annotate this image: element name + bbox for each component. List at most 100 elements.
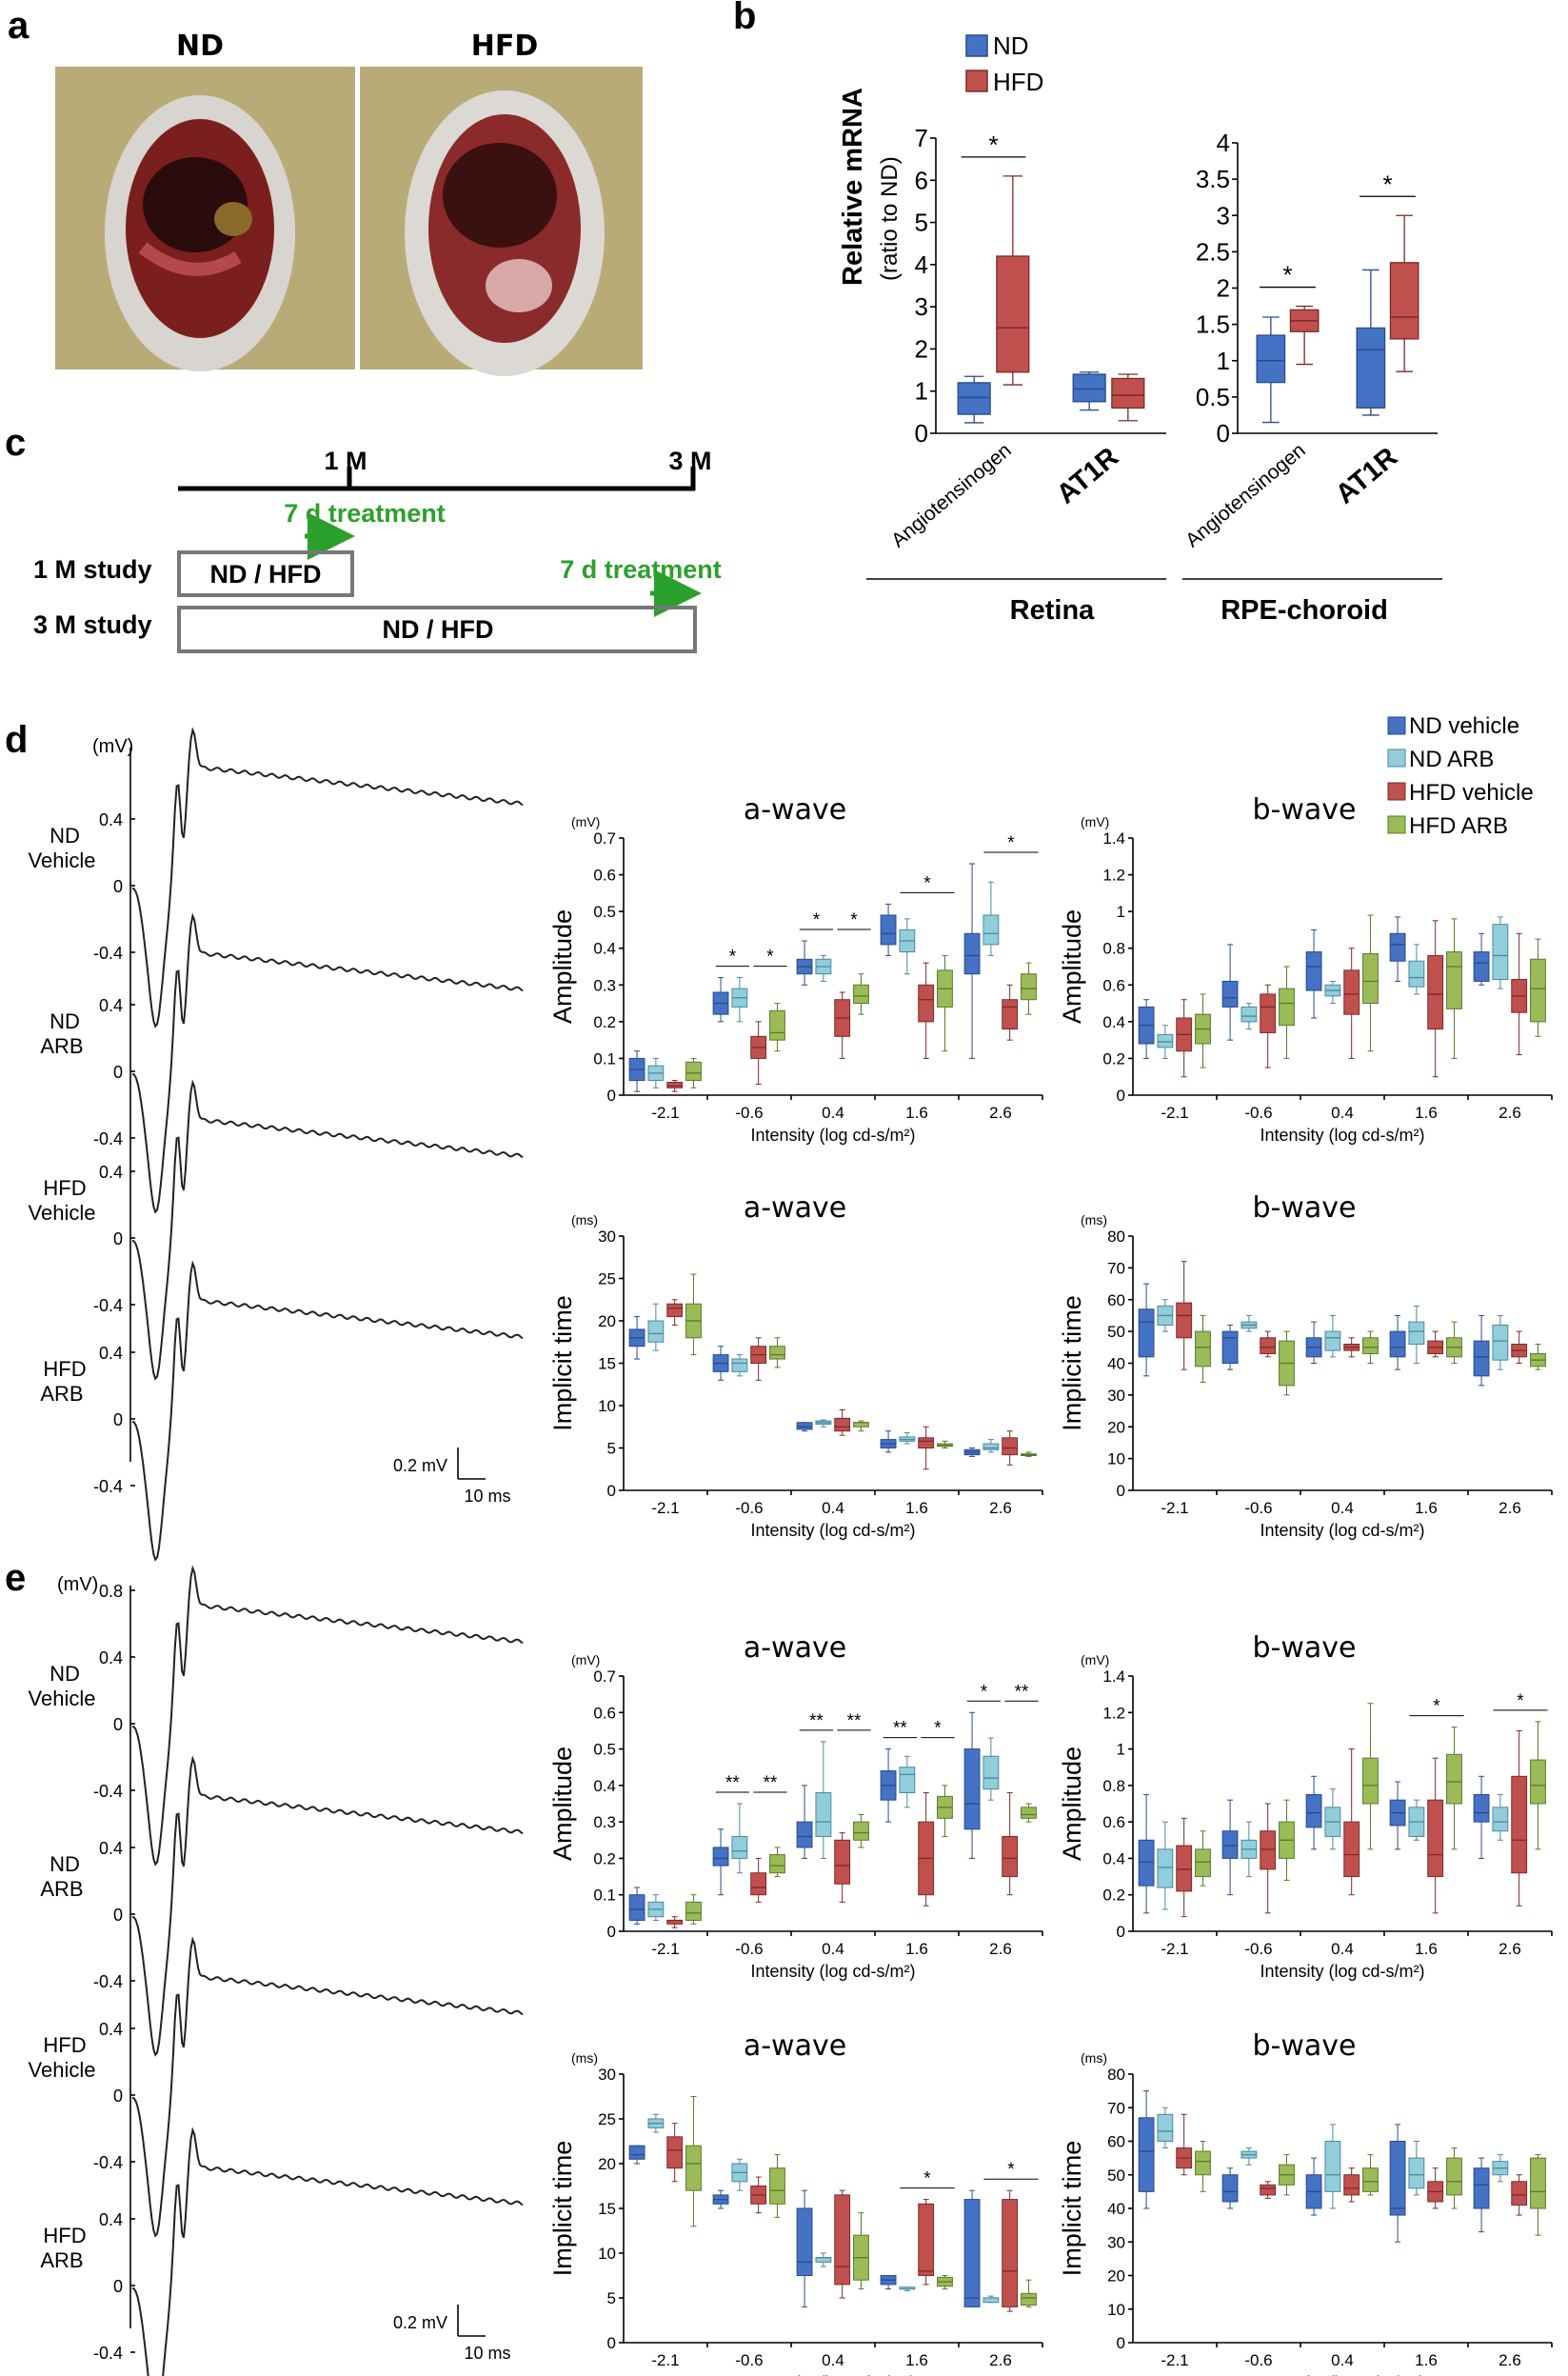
box-hfd-vehicle — [1002, 1430, 1019, 1466]
unit-label: (mV) — [1081, 814, 1109, 829]
sig-marker: ** — [1015, 1682, 1029, 1702]
erg-trace — [131, 1565, 524, 1867]
box-hfd-arb — [853, 2212, 869, 2290]
x-tick-label: -0.6 — [735, 1499, 763, 1517]
y-tick-label: 0.1 — [593, 1887, 616, 1905]
erg-tick-label: -0.4 — [93, 2153, 123, 2172]
box-nd-vehicle — [796, 940, 813, 986]
box-nd-vehicle — [1305, 2157, 1322, 2216]
panel-letter-d: d — [5, 719, 28, 761]
box-hfd-vehicle — [1427, 2167, 1444, 2209]
y-tick-label: 80 — [1107, 1228, 1125, 1246]
box-nd-vehicle — [628, 1316, 645, 1360]
x-tick-label: 2.6 — [1499, 2351, 1521, 2369]
box-hfd-vehicle — [1427, 920, 1444, 1078]
erg-tick-label: -0.4 — [93, 2344, 123, 2363]
box-hfd-arb — [937, 1440, 953, 1448]
treatment-label-1: 7 d treatment — [284, 499, 446, 528]
box-hfd-arb — [1021, 1451, 1037, 1457]
study-label-3m: 3 M study — [33, 610, 152, 639]
erg-trace-label: HFD Vehicle — [29, 2033, 96, 2082]
b-ylabel-sub: (ratio to ND) — [877, 156, 903, 281]
legend-label-hfd-vehicle: HFD vehicle — [1409, 780, 1534, 806]
box-hfd-vehicle — [1343, 2167, 1360, 2203]
sig-marker: * — [934, 1719, 942, 1739]
box-nd-vehicle — [796, 2189, 813, 2307]
y-tick-label: 30 — [1107, 1387, 1125, 1405]
box-nd-vehicle — [1473, 1314, 1490, 1387]
erg-trace — [131, 912, 524, 1214]
box-hfd-arb — [1279, 1330, 1295, 1396]
erg-tick-label: 0 — [113, 2277, 123, 2296]
box-hfd-arb — [853, 1420, 869, 1432]
box-hfd-vehicle — [666, 1916, 684, 1928]
timeline-label-3m: 3 M — [668, 447, 711, 475]
erg-trace — [131, 1936, 524, 2238]
unit-label: (mV) — [571, 1652, 600, 1667]
box-hfd-arb — [1530, 1721, 1546, 1850]
box-nd-vehicle — [1389, 1781, 1406, 1850]
panel-letter-e: e — [5, 1557, 26, 1599]
x-tick-label: 1.6 — [1415, 1104, 1438, 1122]
box-hfd-vehicle — [1511, 1330, 1528, 1364]
box-nd-arb — [731, 2158, 748, 2191]
box-nd-arb — [1241, 1314, 1258, 1332]
scale-bar-mv: 0.2 mV — [393, 1456, 447, 1475]
x-axis-label: Intensity (log cd-s/m²) — [1260, 2373, 1424, 2376]
chart-e-a-implicit-time: a-wave (ms) Implicit time Intensity (log cd… — [548, 2029, 1043, 2376]
box-nd-vehicle — [628, 1050, 645, 1092]
y-tick-label: 40 — [1107, 2200, 1125, 2218]
box-nd-arb — [899, 918, 916, 975]
x-tick-label: 1.6 — [905, 2351, 928, 2369]
erg-tick-label: 0.4 — [99, 1839, 123, 1858]
study-box-1m-label: ND / HFD — [210, 560, 322, 589]
category-label: Angiotensinogen — [887, 439, 1016, 551]
box-nd-vehicle — [1473, 1775, 1490, 1859]
box-hfd-arb — [685, 1057, 702, 1088]
y-tick-label: 25 — [598, 2110, 616, 2128]
y-tick-label: 0 — [607, 1482, 616, 1500]
y-tick-label: 4 — [915, 250, 928, 279]
y-tick-label: 5 — [607, 2289, 616, 2307]
box-nd-vehicle — [1305, 1775, 1322, 1850]
x-axis-label: Intensity (log cd-s/m²) — [750, 2373, 915, 2376]
box-hfd-vehicle — [1427, 1330, 1444, 1358]
y-tick-label: 30 — [598, 1228, 616, 1246]
x-tick-label: 0.4 — [822, 1499, 844, 1517]
erg-trace-label: ND Vehicle — [29, 1662, 96, 1710]
box-hfd-vehicle — [1427, 1757, 1444, 1914]
x-tick-label: -0.6 — [1244, 1940, 1272, 1958]
y-tick-label: 0.2 — [1102, 1049, 1125, 1068]
erg-tick-label: 0 — [113, 2086, 123, 2106]
box-nd-arb — [647, 1894, 665, 1922]
sig-marker: * — [981, 1682, 988, 1702]
box-hfd — [996, 175, 1030, 386]
box-hfd-arb — [937, 954, 953, 1052]
y-axis-label: Amplitude — [548, 1747, 577, 1861]
box-hfd-vehicle — [1176, 1261, 1193, 1370]
photo-hfd — [360, 67, 643, 376]
y-tick-label: 0.2 — [1102, 1887, 1125, 1905]
sig-marker: * — [729, 948, 737, 968]
box-hfd-arb — [1446, 1321, 1462, 1364]
box-nd-arb — [647, 1303, 665, 1351]
legend-label-nd-arb: ND ARB — [1409, 747, 1494, 772]
y-axis-label: Amplitude — [1058, 909, 1086, 1024]
box-nd-vehicle — [712, 1346, 729, 1381]
erg-trace — [131, 1079, 524, 1381]
box-hfd-vehicle — [750, 2176, 767, 2214]
box-nd-vehicle — [1138, 2090, 1155, 2209]
x-tick-label: 0.4 — [822, 2351, 844, 2369]
box-hfd-arb — [1195, 993, 1211, 1068]
x-tick-label: -0.6 — [735, 1940, 763, 1958]
y-tick-label: 0.8 — [1102, 1777, 1125, 1795]
unit-label: (ms) — [571, 2050, 598, 2066]
box-hfd-vehicle — [834, 1408, 851, 1436]
box-hfd — [1389, 214, 1419, 372]
box-hfd-vehicle — [1002, 984, 1019, 1041]
box-hfd-vehicle — [1002, 2189, 1019, 2312]
box-nd-arb — [1324, 980, 1341, 1005]
box-hfd-arb — [1021, 2279, 1037, 2307]
box-hfd-arb — [769, 1847, 785, 1878]
box-hfd-arb — [1446, 2147, 1462, 2209]
